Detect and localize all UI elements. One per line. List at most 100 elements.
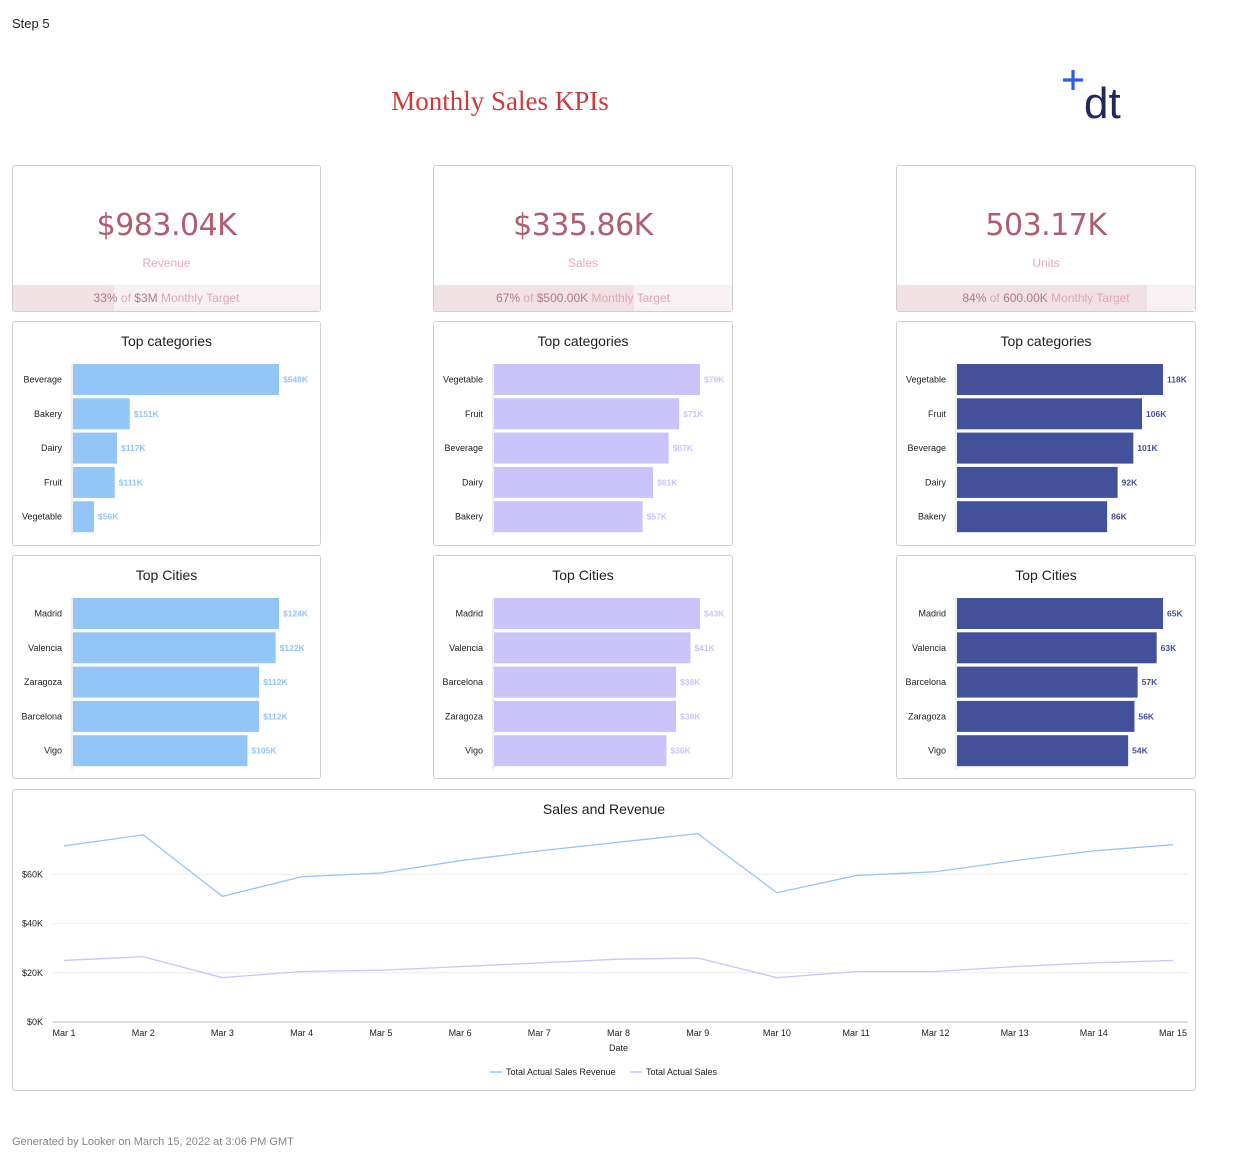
bar (73, 432, 117, 464)
kpi-progress-bar: 84% of 600.00K Monthly Target (897, 285, 1195, 311)
bar (73, 632, 276, 664)
bar-value-label: $36K (670, 746, 691, 756)
kpi-target-text: 84% of 600.00K Monthly Target (897, 291, 1195, 305)
bar-chart-categories-revenue: Top categories Beverage $548K Bakery $151K D… (12, 321, 321, 546)
kpi-pct: 84% (962, 291, 987, 305)
bar-value-label: $57K (647, 512, 668, 522)
kpi-progress-fill (434, 285, 634, 311)
legend-label: Total Actual Sales Revenue (506, 1067, 616, 1077)
bar-value-label: 63K (1161, 643, 1177, 653)
bar-category-label: Beverage (907, 443, 946, 453)
kpi-target: 600.00K (1003, 291, 1048, 305)
series-line (63, 832, 1174, 898)
bar-value-label: 92K (1122, 477, 1138, 487)
bar-value-label: 56K (1138, 711, 1154, 721)
bar (73, 735, 248, 767)
bar (957, 364, 1163, 395)
kpi-progress-bar: 67% of $500.00K Monthly Target (434, 285, 732, 311)
bar (494, 398, 680, 430)
x-tick-label: Mar 15 (1159, 1028, 1187, 1038)
bar-chart-cities-revenue: Top Cities Madrid $124K Valencia $122K Zarag… (12, 555, 321, 779)
chart-title: Top categories (1000, 333, 1092, 349)
bar (73, 398, 130, 430)
bar-category-label: Zaragoza (24, 677, 62, 687)
chart-title: Top Cities (1015, 567, 1077, 583)
x-axis-label: Date (609, 1043, 628, 1053)
bar (957, 501, 1108, 533)
bar-category-label: Beverage (444, 443, 483, 453)
bar (73, 364, 279, 395)
bar-category-label: Vigo (44, 746, 62, 756)
bar (73, 700, 260, 732)
bar-category-label: Valencia (912, 643, 946, 653)
bar (957, 466, 1118, 498)
kpi-label: Units (1032, 256, 1060, 270)
kpi-value: $335.86K (513, 208, 653, 243)
bar-value-label: $112K (263, 711, 288, 721)
kpi-pct: 67% (496, 291, 521, 305)
kpi-of: of (989, 291, 1000, 305)
x-tick-label: Mar 5 (369, 1028, 392, 1038)
x-tick-label: Mar 4 (290, 1028, 313, 1038)
bar-value-label: $67K (673, 443, 694, 453)
kpi-value: 503.17K (985, 208, 1107, 243)
bar-category-label: Fruit (44, 477, 62, 487)
bar (494, 632, 691, 664)
kpi-label: Sales (567, 256, 599, 270)
bar-category-label: Fruit (928, 409, 946, 419)
bar-category-label: Valencia (449, 643, 483, 653)
bar-category-label: Madrid (455, 609, 483, 619)
bar-value-label: $151K (134, 409, 160, 419)
bar (73, 598, 279, 629)
bar (73, 466, 115, 498)
chart-title: Top categories (120, 333, 213, 349)
bar-chart-categories-units: Top categories Vegetable 118K Fruit 106K Bev… (896, 321, 1196, 546)
kpi-of: of (523, 291, 534, 305)
x-tick-label: Mar 7 (528, 1028, 551, 1038)
bar-category-label: Dairy (462, 477, 484, 487)
bar-category-label: Beverage (23, 375, 62, 385)
x-tick-label: Mar 1 (52, 1028, 75, 1038)
bar-category-label: Barcelona (442, 677, 483, 687)
kpi-target: $3M (134, 291, 158, 305)
bar-category-label: Vigo (928, 746, 946, 756)
bar-value-label: $79K (704, 375, 725, 385)
kpi-target-text: 67% of $500.00K Monthly Target (434, 291, 732, 305)
bar-value-label: $43K (704, 609, 725, 619)
kpi-value: $983.04K (96, 208, 237, 243)
bar-value-label: 57K (1142, 677, 1158, 687)
bar-value-label: $71K (683, 409, 704, 419)
bar (494, 501, 643, 533)
bar-value-label: $56K (98, 512, 119, 522)
bar-value-label: 86K (1111, 512, 1127, 522)
bar-value-label: $122K (280, 643, 306, 653)
kpi-target-text: 33% of $3M Monthly Target (13, 291, 320, 305)
dt-logo: dt (1060, 64, 1140, 128)
x-tick-label: Mar 9 (686, 1028, 709, 1038)
kpi-card-units: 503.17K Units 84% of 600.00K Monthly Tar… (896, 165, 1196, 312)
bar (494, 700, 677, 732)
bar-category-label: Dairy (925, 477, 947, 487)
bar (494, 432, 669, 464)
bar-category-label: Vegetable (906, 375, 946, 385)
kpi-progress-bar: 33% of $3M Monthly Target (13, 285, 320, 311)
bar (494, 735, 667, 767)
bar-value-label: 54K (1132, 746, 1148, 756)
step-label: Step 5 (12, 16, 50, 31)
bar-category-label: Zaragoza (908, 711, 946, 721)
x-tick-label: Mar 2 (132, 1028, 155, 1038)
kpi-label: Revenue (142, 256, 191, 270)
chart-title: Top Cities (552, 567, 614, 583)
bar-value-label: $111K (119, 477, 144, 487)
bar-category-label: Madrid (918, 609, 946, 619)
bar (73, 666, 260, 698)
kpi-progress-fill (897, 285, 1148, 311)
bar (957, 735, 1129, 767)
x-tick-label: Mar 8 (607, 1028, 630, 1038)
bar (494, 466, 654, 498)
line-chart-sales-revenue: Sales and Revenue $0K $20K $40K $60K Mar 1 Ma… (12, 789, 1196, 1091)
bar (957, 700, 1135, 732)
bar-value-label: $105K (251, 746, 277, 756)
bar-category-label: Bakery (34, 409, 63, 419)
bar-category-label: Valencia (28, 643, 62, 653)
